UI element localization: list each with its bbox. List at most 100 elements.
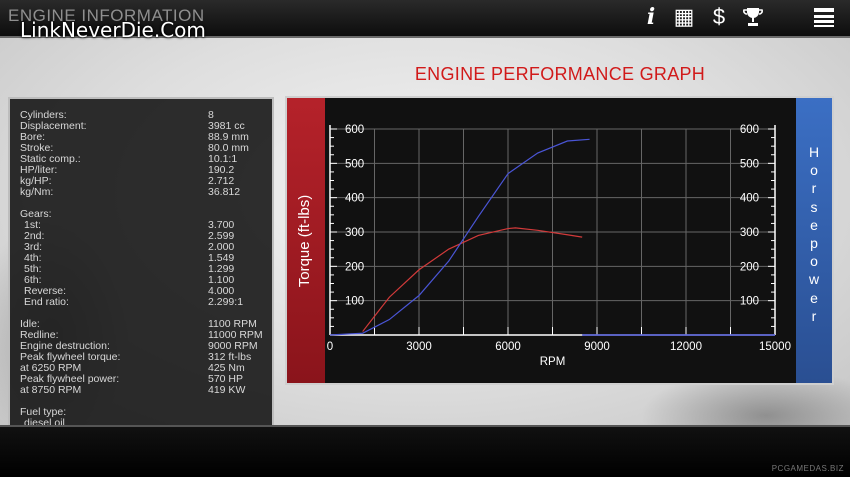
spec-label: kg/Nm: [20, 186, 54, 198]
spec-label: Displacement: [20, 120, 87, 132]
spec-value: 11000 RPM [208, 329, 263, 341]
horsepower-axis-letter: p [810, 235, 818, 251]
fuel-value: diesel oil [20, 418, 270, 429]
top-bar: ENGINE INFORMATION i ▦ $ [0, 0, 850, 38]
dollar-icon[interactable]: $ [712, 4, 726, 29]
spec-label: diesel oil [24, 417, 65, 429]
x-tick-label: 12000 [670, 341, 702, 353]
spec-value: 1.549 [208, 252, 235, 264]
spec-label: Stroke: [20, 142, 54, 154]
spec-label: Reverse: [24, 285, 67, 297]
x-tick-label: 3000 [406, 341, 432, 353]
gear-row: 6th: 1.100 [20, 275, 270, 286]
left-tick-label: 300 [345, 227, 364, 239]
gear-row: Reverse: 4.000 [20, 286, 270, 297]
engine-spec-panel: Cylinders: 8 Displacement: 3981 cc Bore: 88.9… [8, 97, 274, 452]
spec-label: Static comp.: [20, 153, 81, 165]
spec-label: HP/liter: [20, 164, 58, 176]
horsepower-axis-letter: s [810, 198, 818, 215]
x-tick-label: 0 [327, 341, 333, 353]
right-tick-label: 500 [740, 158, 759, 170]
spec-value: 80.0 mm [208, 142, 249, 154]
spec-value: 2.712 [208, 175, 235, 187]
torque-curve [362, 227, 583, 332]
graph-heading: ENGINE PERFORMANCE GRAPH [414, 64, 706, 84]
spec-value: 570 HP [208, 373, 244, 385]
gear-row: 1st: 3.700 [20, 220, 270, 231]
horsepower-axis-letter: H [808, 144, 820, 160]
left-tick-label: 100 [345, 296, 364, 308]
engine-row: at 8750 RPM 419 KW [20, 385, 270, 396]
spec-value: 2.599 [208, 230, 235, 242]
left-tick-label: 600 [345, 124, 364, 136]
spec-label: 5th: [24, 263, 42, 275]
menu-icon[interactable] [811, 4, 837, 30]
gear-row: End ratio: 2.299:1 [20, 297, 270, 308]
spec-row: Cylinders: 8 [20, 110, 270, 121]
engine-row: Engine destruction: 9000 RPM [20, 341, 270, 352]
spec-label: Peak flywheel power: [20, 373, 120, 385]
gear-row: 3rd: 2.000 [20, 242, 270, 253]
horsepower-axis-letter: e [810, 289, 818, 306]
engine-row: Redline: 11000 RPM [20, 330, 270, 341]
x-tick-label: 15000 [759, 341, 791, 353]
spec-row: Static comp.: 10.1:1 [20, 154, 270, 165]
engine-row: Idle: 1100 RPM [20, 319, 270, 330]
x-axis-label: RPM [540, 356, 566, 368]
spec-label: 3rd: [24, 241, 43, 253]
left-tick-label: 500 [345, 158, 364, 170]
spec-value: 3981 cc [208, 120, 245, 132]
gear-row: 5th: 1.299 [20, 264, 270, 275]
fuel-heading: Fuel type: [20, 407, 270, 418]
left-tick-label: 200 [345, 261, 364, 273]
horsepower-axis-letter: o [810, 253, 818, 270]
right-tick-label: 600 [740, 124, 759, 136]
spec-value: 1100 RPM [208, 318, 257, 330]
spec-label: Idle: [20, 318, 40, 330]
gear-row: 2nd: 2.599 [20, 231, 270, 242]
spec-row: Stroke: 80.0 mm [20, 143, 270, 154]
spec-label: 2nd: [24, 230, 45, 242]
x-tick-label: 9000 [584, 341, 610, 353]
gear-row: 4th: 1.549 [20, 253, 270, 264]
horsepower-axis-letter: o [810, 162, 818, 179]
spec-label: 4th: [24, 252, 42, 264]
spec-value: 88.9 mm [208, 131, 249, 143]
dyno-icon[interactable]: ▦ [673, 4, 695, 30]
spec-row: Displacement: 3981 cc [20, 121, 270, 132]
right-tick-label: 300 [740, 227, 759, 239]
spec-value: 1.100 [208, 274, 235, 286]
page-title: ENGINE INFORMATION [8, 6, 205, 25]
info-icon[interactable]: i [646, 4, 656, 30]
left-tick-label: 400 [345, 193, 364, 205]
watermark: LinkNeverDie.Com [20, 18, 206, 42]
right-tick-label: 200 [740, 261, 759, 273]
spec-value: 3.700 [208, 219, 235, 231]
horsepower-axis-letter: e [810, 216, 818, 233]
spec-label: Redline: [20, 329, 59, 341]
spec-label: Fuel type: [20, 406, 67, 418]
bottom-bar: PCGAMEDAS.BIZ [0, 425, 850, 477]
horsepower-curve [329, 138, 590, 336]
spec-row: Bore: 88.9 mm [20, 132, 270, 143]
gears-heading: Gears: [20, 209, 270, 220]
horsepower-axis-letter: w [808, 271, 820, 288]
engine-row: at 6250 RPM 425 Nm [20, 363, 270, 374]
spec-value: 9000 RPM [208, 340, 258, 352]
trophy-icon[interactable] [740, 4, 766, 30]
spec-value: 36.812 [208, 186, 241, 198]
spec-value: 1.299 [208, 263, 235, 275]
spec-value: 312 ft-lbs [208, 351, 252, 363]
horsepower-axis-letter: r [811, 180, 817, 197]
horsepower-axis-letter: r [811, 307, 817, 324]
spec-value: 2.000 [208, 241, 235, 253]
spec-label: Bore: [20, 131, 46, 143]
torque-axis-band: Torque (ft-lbs) [287, 98, 325, 383]
spec-label: End ratio: [24, 296, 69, 308]
spec-label: Peak flywheel torque: [20, 351, 121, 363]
spec-label: Cylinders: [20, 109, 67, 121]
spec-label: at 6250 RPM [20, 362, 82, 374]
